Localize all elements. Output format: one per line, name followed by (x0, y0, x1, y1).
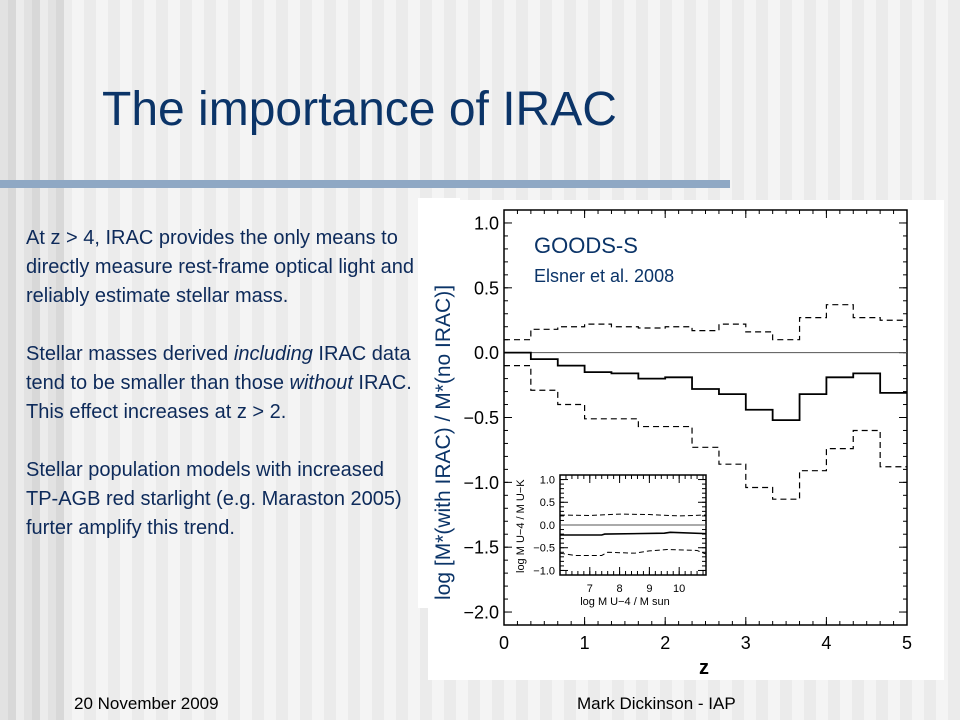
text: This effect increases at z > 2. (26, 401, 287, 423)
main-x-tick-label: 3 (741, 633, 751, 653)
x-axis-label: z (699, 657, 709, 679)
inset-x-tick-label: 9 (646, 583, 652, 595)
main-y-tick-label: −2.0 (463, 603, 499, 623)
chart-subtitle: Elsner et al. 2008 (534, 266, 674, 286)
paragraph-2: Stellar masses derived including IRAC da… (26, 340, 416, 427)
chart: 0 1 2 3 4 5 1.0 0.5 0.0 −0.5 −1.0 −1.5 −2.0 7 8 9 10 1.0 0… (418, 198, 944, 680)
inset-y-tick-label: −1.0 (533, 565, 555, 577)
inset-x-tick-label: 8 (617, 583, 623, 595)
inset-y-tick-label: 0.5 (540, 497, 555, 509)
slide-title: The importance of IRAC (102, 83, 617, 136)
footer-date: 20 November 2009 (74, 694, 219, 713)
main-y-tick-label: 1.0 (474, 213, 499, 233)
main-x-tick-label: 5 (902, 633, 912, 653)
text: Stellar masses derived (26, 343, 234, 365)
inset-x-tick-label: 7 (587, 583, 593, 595)
inset-x-axis-label: log M U−4 / M sun (580, 596, 670, 608)
main-x-tick-label: 4 (821, 633, 831, 653)
y-axis-label: log [M*(with IRAC) / M*(no IRAC)] (432, 285, 455, 600)
background-band (0, 0, 72, 720)
ylabel-background (418, 198, 460, 608)
inset-y-tick-label: 1.0 (540, 475, 555, 487)
emphasis: without (289, 372, 353, 394)
footer-author: Mark Dickinson - IAP (577, 694, 736, 713)
inset-series-median (560, 531, 707, 536)
title-divider (0, 180, 730, 188)
inset-series-upper (559, 513, 707, 517)
chart-background (428, 200, 944, 680)
text: IRAC data tend to be smaller than those (26, 343, 411, 394)
inset-y-axis-label: log M U−4 / M U−K (515, 479, 527, 573)
inset-y-tick-label: −0.5 (533, 543, 555, 555)
series-lower (504, 365, 907, 500)
main-y-tick-label: −1.5 (463, 538, 499, 558)
inset-y-tick-label: 0.0 (540, 520, 555, 532)
series-median (504, 351, 907, 421)
main-y-tick-label: 0.5 (474, 278, 499, 298)
main-x-tick-label: 0 (499, 633, 509, 653)
slide-body: At z > 4, IRAC provides the only means t… (26, 224, 416, 572)
main-y-tick-label: −0.5 (463, 408, 499, 428)
main-y-tick-label: 0.0 (474, 343, 499, 363)
paragraph-3: Stellar population models with increased… (26, 459, 402, 539)
chart-title: GOODS-S (534, 233, 638, 258)
text: IRAC. (352, 372, 412, 394)
main-x-tick-label: 1 (580, 633, 590, 653)
inset-series-lower (559, 549, 707, 556)
inset-x-tick-label: 10 (673, 583, 685, 595)
paragraph-1: At z > 4, IRAC provides the only means t… (26, 227, 414, 307)
emphasis: including (233, 343, 313, 365)
main-y-tick-label: −1.0 (463, 473, 499, 493)
main-x-tick-label: 2 (660, 633, 670, 653)
